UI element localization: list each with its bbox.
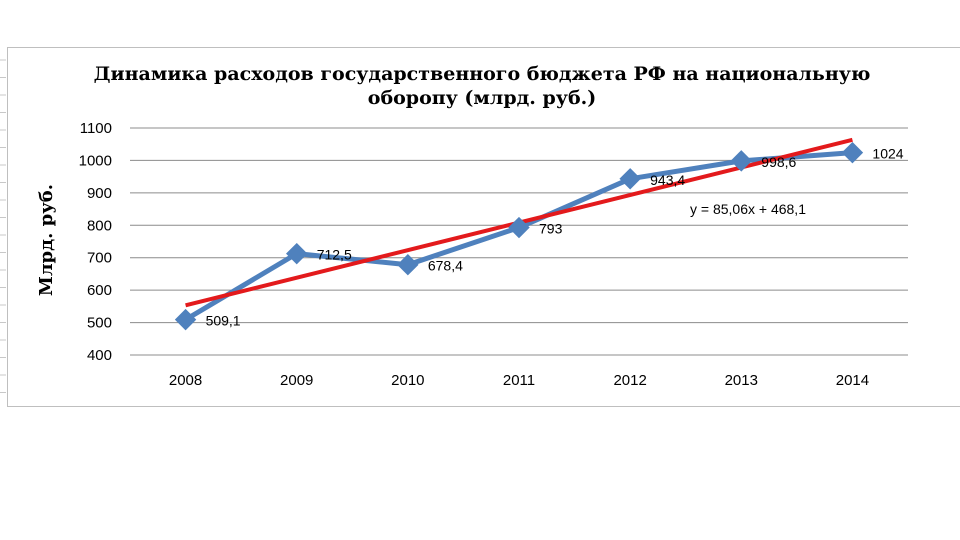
data-markers <box>174 141 864 331</box>
x-tick-labels: 2008 2009 2010 2011 2012 2013 2014 <box>169 372 869 389</box>
data-marker <box>730 150 752 172</box>
y-tick-label: 500 <box>87 315 112 332</box>
gridlines <box>130 127 908 356</box>
y-tick-label: 700 <box>87 250 112 267</box>
data-label: 1024 <box>872 146 903 162</box>
x-tick-label: 2012 <box>613 372 646 389</box>
data-marker <box>841 141 864 164</box>
x-tick-label: 2014 <box>836 372 869 389</box>
y-tick-labels: 400 500 600 700 800 900 1000 1100 <box>79 120 112 364</box>
y-tick-label: 800 <box>87 217 112 234</box>
data-labels: 509,1 712,5 678,4 793 943,4 998,6 1024 <box>206 146 904 329</box>
y-tick-label: 1000 <box>79 152 112 169</box>
x-tick-label: 2009 <box>280 372 313 389</box>
edge-ticks <box>0 59 6 393</box>
x-tick-label: 2011 <box>503 372 535 389</box>
data-marker <box>508 216 530 239</box>
data-label: 943,4 <box>650 172 685 188</box>
x-tick-label: 2008 <box>169 372 202 389</box>
data-label: 678,4 <box>428 258 463 274</box>
trendline-equation: y = 85,06x + 468,1 <box>690 201 806 217</box>
data-marker <box>619 168 641 190</box>
data-label: 712,5 <box>317 247 352 263</box>
data-label: 793 <box>539 221 563 237</box>
y-tick-label: 600 <box>87 282 112 299</box>
y-axis-label: Млрд. руб. <box>36 184 57 296</box>
data-label: 998,6 <box>761 154 796 170</box>
chart-title-line2: оборопу (млрд. руб.) <box>368 87 596 109</box>
y-tick-label: 900 <box>87 185 112 202</box>
y-tick-label: 1100 <box>80 120 112 137</box>
chart-frame <box>7 47 960 407</box>
chart-title-line1: Динамика расходов государственного бюдже… <box>94 63 871 85</box>
data-label: 509,1 <box>206 313 241 329</box>
data-marker <box>286 242 308 265</box>
x-tick-label: 2010 <box>391 372 424 389</box>
data-marker <box>397 254 419 276</box>
y-tick-label: 400 <box>87 347 112 364</box>
data-marker <box>174 308 197 331</box>
x-tick-label: 2013 <box>725 372 758 389</box>
